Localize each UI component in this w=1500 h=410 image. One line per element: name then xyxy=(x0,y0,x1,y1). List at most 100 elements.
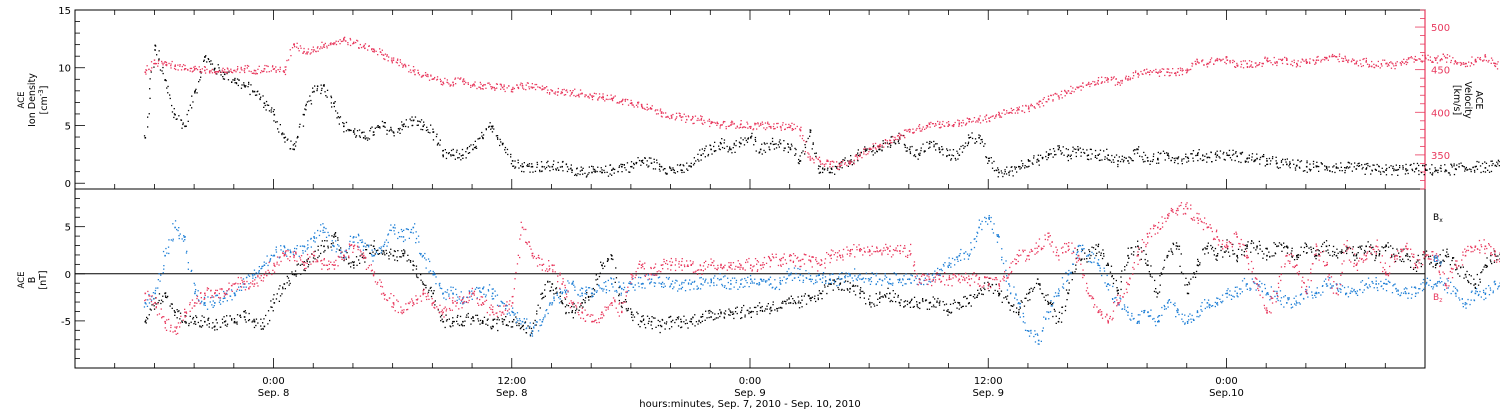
data-point-density xyxy=(798,158,800,161)
data-point-density xyxy=(1431,174,1434,176)
data-point-density xyxy=(1318,170,1320,172)
data-point-Bx xyxy=(239,314,241,316)
data-point-Bx xyxy=(1018,309,1020,311)
data-point-velocity xyxy=(270,70,272,72)
data-point-velocity xyxy=(154,62,156,65)
data-point-density xyxy=(971,137,974,140)
data-point-Bx xyxy=(584,302,586,304)
data-point-By xyxy=(255,272,257,274)
data-point-velocity xyxy=(1483,59,1485,61)
data-point-velocity xyxy=(825,163,827,165)
data-point-velocity xyxy=(958,125,960,127)
data-point-Bx xyxy=(1320,245,1323,248)
data-point-Bx xyxy=(717,313,719,315)
data-point-Bx xyxy=(1306,252,1308,254)
data-point-velocity xyxy=(1137,73,1139,75)
data-point-velocity xyxy=(1056,93,1058,95)
data-point-Bx xyxy=(761,305,763,308)
data-point-density xyxy=(1367,165,1369,167)
data-point-Bx xyxy=(931,306,933,308)
data-point-velocity xyxy=(1429,59,1431,61)
data-point-Bx xyxy=(179,312,182,314)
data-point-density xyxy=(398,129,400,131)
data-point-Bx xyxy=(1273,255,1275,257)
data-point-density xyxy=(1047,157,1049,159)
data-point-density xyxy=(582,167,584,169)
data-point-density xyxy=(439,144,441,146)
data-point-density xyxy=(1381,167,1383,169)
data-point-velocity xyxy=(279,68,281,70)
data-point-velocity xyxy=(1169,72,1171,74)
data-point-velocity xyxy=(1347,60,1349,62)
data-point-velocity xyxy=(912,128,914,130)
data-point-Bx xyxy=(566,304,568,306)
data-point-Bx xyxy=(772,301,774,303)
data-point-Bx xyxy=(1075,268,1077,270)
data-point-density xyxy=(751,135,753,137)
data-point-Bx xyxy=(353,267,355,269)
data-point-density xyxy=(496,137,499,139)
data-point-Bx xyxy=(1315,254,1318,257)
data-point-Bx xyxy=(1146,264,1148,266)
data-point-density xyxy=(310,99,312,102)
data-point-density xyxy=(936,143,938,145)
data-point-velocity xyxy=(1177,68,1179,70)
data-point-velocity xyxy=(928,122,930,124)
data-point-density xyxy=(733,142,735,145)
data-point-velocity xyxy=(1036,102,1038,104)
data-point-density xyxy=(1391,174,1393,176)
data-point-Bx xyxy=(214,329,216,331)
data-point-velocity xyxy=(897,134,899,137)
data-point-velocity xyxy=(1305,58,1307,61)
data-point-Bx xyxy=(164,292,166,295)
data-point-Bx xyxy=(445,314,447,316)
data-point-velocity xyxy=(838,168,840,170)
data-point-Bx xyxy=(1283,242,1285,244)
data-point-velocity xyxy=(533,86,535,89)
data-point-Bx xyxy=(644,327,647,329)
data-point-density xyxy=(511,160,514,162)
data-point-Bx xyxy=(1305,243,1307,245)
data-point-velocity xyxy=(719,125,721,127)
data-point-density xyxy=(1143,151,1145,154)
data-point-Bx xyxy=(879,293,881,295)
data-point-velocity xyxy=(1105,79,1108,81)
data-point-velocity xyxy=(872,143,874,145)
data-point-Bx xyxy=(236,323,238,325)
data-point-density xyxy=(501,142,504,145)
data-point-density xyxy=(662,169,664,171)
data-point-velocity xyxy=(460,77,462,79)
data-point-Bx xyxy=(1096,252,1098,254)
data-point-velocity xyxy=(1206,62,1209,65)
data-point-Bx xyxy=(899,304,901,307)
data-point-Bx xyxy=(859,292,861,295)
data-point-velocity xyxy=(323,44,325,46)
data-point-density xyxy=(1282,164,1284,166)
data-point-Bx xyxy=(445,320,448,322)
data-point-density xyxy=(1160,152,1162,154)
data-point-Bx xyxy=(588,299,590,301)
data-point-By xyxy=(280,249,282,251)
data-point-Bx xyxy=(1084,252,1086,254)
data-point-density xyxy=(585,176,588,178)
data-point-density xyxy=(871,151,873,153)
data-point-density xyxy=(745,139,747,142)
data-point-Bx xyxy=(1474,286,1476,289)
data-point-density xyxy=(916,149,918,151)
data-point-density xyxy=(238,79,240,81)
data-point-density xyxy=(1329,170,1331,172)
data-point-density xyxy=(841,167,843,169)
data-point-density xyxy=(673,171,675,174)
data-point-velocity xyxy=(918,127,921,130)
data-point-density xyxy=(1020,160,1023,162)
data-point-density xyxy=(1037,154,1039,156)
data-point-Bx xyxy=(581,302,583,304)
data-point-Bx xyxy=(804,293,806,295)
data-point-velocity xyxy=(1148,71,1151,73)
data-point-Bx xyxy=(976,294,979,296)
data-point-Bx xyxy=(818,290,820,292)
data-point-velocity xyxy=(977,121,979,123)
data-point-Bx xyxy=(207,319,209,321)
data-point-velocity xyxy=(490,86,492,88)
data-point-velocity xyxy=(412,66,415,68)
